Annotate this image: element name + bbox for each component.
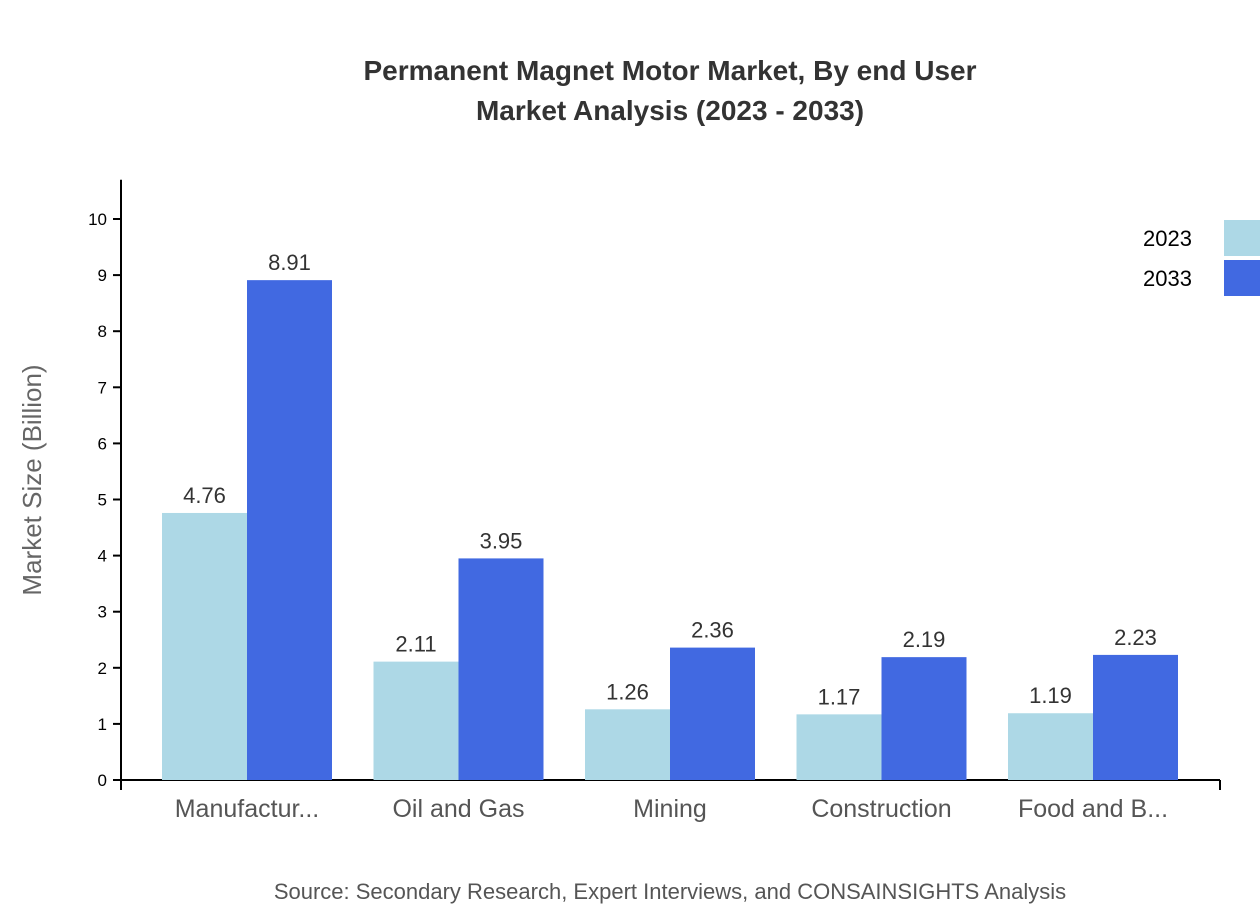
source-note: Source: Secondary Research, Expert Inter… — [274, 879, 1066, 904]
chart-title: Permanent Magnet Motor Market, By end Us… — [363, 55, 976, 86]
x-tick-label: Food and B... — [1018, 795, 1168, 823]
data-label: 2.11 — [395, 632, 436, 657]
y-tick-label: 2 — [98, 659, 107, 678]
y-tick-label: 6 — [98, 434, 107, 453]
data-label: 1.19 — [1029, 683, 1072, 708]
data-label: 1.26 — [606, 679, 649, 704]
y-tick-label: 3 — [98, 603, 107, 622]
x-tick-label: Mining — [633, 795, 707, 823]
data-label: 2.36 — [691, 618, 734, 643]
y-tick-label: 4 — [98, 547, 107, 566]
bar-2033 — [670, 647, 755, 780]
x-tick-label: Construction — [811, 795, 951, 823]
y-tick-label: 0 — [98, 771, 107, 790]
y-axis-label: Market Size (Billion) — [17, 364, 47, 595]
legend-swatch-2023 — [1224, 220, 1260, 256]
y-tick-label: 1 — [98, 715, 107, 734]
data-label: 1.17 — [818, 684, 861, 709]
y-tick-label: 9 — [98, 266, 107, 285]
x-tick-label: Oil and Gas — [392, 795, 524, 823]
data-label: 3.95 — [480, 528, 523, 553]
legend-label: 2033 — [1143, 266, 1192, 291]
x-tick-label: Manufactur... — [175, 795, 320, 823]
bar-2023 — [162, 512, 247, 780]
legend-label: 2023 — [1143, 226, 1192, 251]
data-label: 8.91 — [268, 250, 311, 275]
bar-2033 — [1093, 654, 1178, 780]
bar-2023 — [585, 709, 670, 780]
data-label: 4.76 — [183, 483, 226, 508]
y-tick-label: 5 — [98, 491, 107, 510]
y-tick-label: 7 — [98, 378, 107, 397]
chart-subtitle: Market Analysis (2023 - 2033) — [476, 95, 864, 126]
data-label: 2.19 — [903, 627, 946, 652]
data-label: 2.23 — [1114, 625, 1157, 650]
bar-2033 — [247, 280, 332, 780]
legend-swatch-2033 — [1224, 260, 1260, 296]
y-tick-label: 8 — [98, 322, 107, 341]
bar-2033 — [881, 657, 967, 780]
bar-2023 — [1008, 713, 1093, 780]
bar-2023 — [373, 661, 459, 780]
bar-2033 — [458, 558, 544, 780]
y-tick-label: 10 — [88, 210, 107, 229]
bar-2023 — [796, 714, 882, 780]
